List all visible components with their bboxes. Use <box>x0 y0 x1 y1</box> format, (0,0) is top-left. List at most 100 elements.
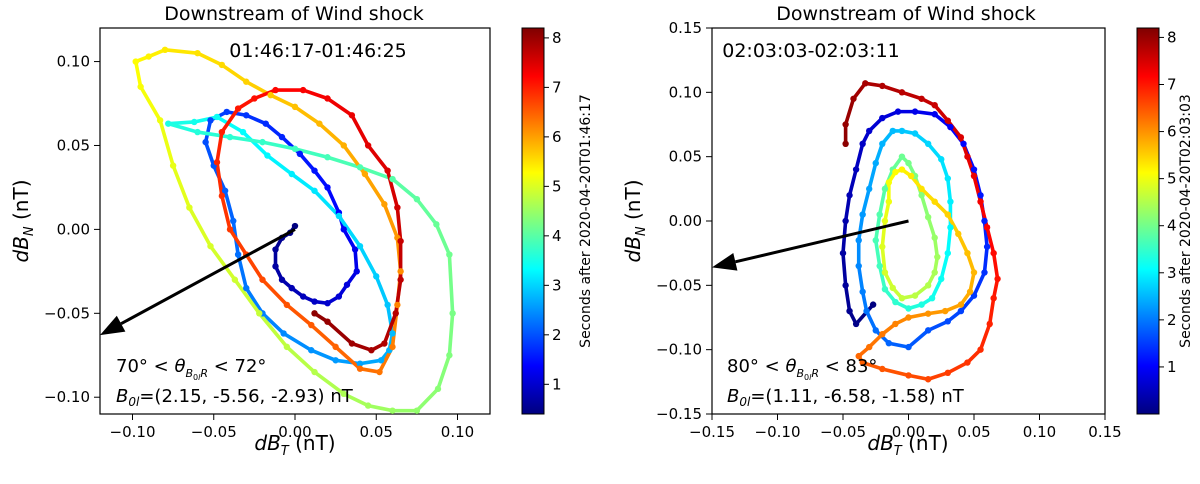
trajectory-point <box>353 268 360 275</box>
trajectory-point <box>226 133 234 141</box>
trajectory-segment <box>856 264 865 294</box>
trajectory-segment <box>312 370 346 396</box>
trajectory-point <box>218 192 226 200</box>
x-tick-label: 0.00 <box>892 423 925 441</box>
trajectory-segment <box>195 130 232 139</box>
trajectory-point <box>299 293 307 300</box>
chart-left-b0l-annotation: B0l=(2.15, -5.56, -2.93) nT <box>116 386 354 409</box>
trajectory-segment <box>945 118 963 140</box>
x-tick-label: −0.10 <box>755 423 801 441</box>
trajectory-point <box>161 46 169 54</box>
trajectory-segment <box>932 112 953 129</box>
trajectory-segment <box>293 105 322 126</box>
chart-right-angle-high: 83° <box>846 356 878 377</box>
chart-left-arrow <box>100 228 296 336</box>
trajectory-point <box>894 108 902 115</box>
trajectory-segment <box>959 293 976 313</box>
y-tick-label: 0.05 <box>57 136 90 154</box>
chart-right-colorbar-label: Seconds after 2020-04-20T02:03:03 <box>1178 94 1194 348</box>
trajectory-segment <box>281 331 314 353</box>
trajectory-segment <box>333 345 362 371</box>
trajectory-point <box>272 86 279 94</box>
trajectory-segment <box>987 296 996 326</box>
colorbar-tick-label: 1 <box>1167 358 1177 376</box>
chart-left-trajectory <box>132 46 456 414</box>
trajectory-segment <box>956 232 970 255</box>
trajectory-segment <box>965 154 976 178</box>
trajectory-segment <box>171 163 192 210</box>
trajectory-segment <box>350 341 374 353</box>
chart-right-arrow <box>712 219 909 271</box>
trajectory-point <box>964 249 971 257</box>
trajectory-point <box>356 360 364 367</box>
arrow-head <box>100 315 126 336</box>
trajectory-segment <box>887 341 911 349</box>
colorbar-tick-label: 7 <box>1167 75 1177 93</box>
trajectory-point <box>981 269 988 276</box>
trajectory-point <box>243 78 250 85</box>
trajectory-segment <box>138 84 162 123</box>
trajectory-point <box>194 49 201 57</box>
trajectory-segment <box>244 286 265 316</box>
trajectory-point <box>256 310 263 317</box>
chart-left-colorbar <box>521 27 545 415</box>
chart-left: Downstream of Wind shock −0.10 −0.05 0.00 0… <box>9 3 594 459</box>
trajectory-segment <box>215 115 245 134</box>
trajectory-point <box>944 318 951 325</box>
trajectory-point <box>223 108 230 116</box>
trajectory-point <box>194 128 201 136</box>
trajectory-point <box>970 166 978 173</box>
trajectory-segment <box>447 311 455 358</box>
trajectory-point <box>234 105 242 112</box>
chart-right-angle-low: 80° <box>727 356 759 377</box>
trajectory-point <box>356 242 364 250</box>
trajectory-point <box>931 234 938 241</box>
trajectory-point <box>934 253 941 261</box>
y-tick-label: −0.10 <box>44 388 90 406</box>
trajectory-point <box>889 127 896 135</box>
trajectory-point <box>892 320 899 328</box>
x-tick-label: 0.05 <box>360 423 393 441</box>
trajectory-point <box>898 166 906 173</box>
trajectory-point <box>364 402 372 409</box>
trajectory-point <box>905 314 912 321</box>
trajectory-point <box>911 108 919 115</box>
trajectory-point <box>924 376 932 383</box>
chart-right: Downstream of Wind shock −0.15 −0.10 −0.05… <box>621 3 1194 459</box>
trajectory-point <box>957 301 965 308</box>
trajectory-point <box>970 292 978 299</box>
trajectory-point <box>924 213 932 221</box>
chart-left-angle-high: 72° <box>235 356 267 377</box>
trajectory-segment <box>880 244 887 275</box>
chart-right-colorbar <box>1136 27 1160 415</box>
trajectory-point <box>964 359 971 366</box>
trajectory-point <box>846 307 853 315</box>
trajectory-point <box>364 142 372 149</box>
trajectory-segment <box>880 367 911 378</box>
trajectory-point <box>377 357 385 364</box>
trajectory-segment <box>860 289 869 313</box>
trajectory-segment <box>244 252 265 282</box>
trajectory-point <box>859 359 866 366</box>
y-tick-label: 0.05 <box>669 148 702 166</box>
trajectory-segment <box>382 311 398 346</box>
trajectory-point <box>186 204 193 211</box>
trajectory-point <box>351 246 359 253</box>
trajectory-point <box>977 346 984 353</box>
trajectory-segment <box>233 277 262 316</box>
chart-left-angle-annotation: 70° < θB0lR < 72° <box>116 356 266 382</box>
trajectory-segment <box>220 106 240 134</box>
trajectory-point <box>898 153 906 160</box>
trajectory-point <box>898 127 906 135</box>
trajectory-point <box>970 172 978 180</box>
trajectory-point <box>863 307 870 315</box>
trajectory-segment <box>241 130 270 158</box>
trajectory-segment <box>325 155 362 170</box>
trajectory-segment <box>415 387 440 413</box>
trajectory-point <box>944 175 951 182</box>
trajectory-point <box>413 407 421 414</box>
trajectory-point <box>384 301 391 309</box>
trajectory-point <box>288 170 295 178</box>
y-tick-label: −0.15 <box>656 405 702 423</box>
